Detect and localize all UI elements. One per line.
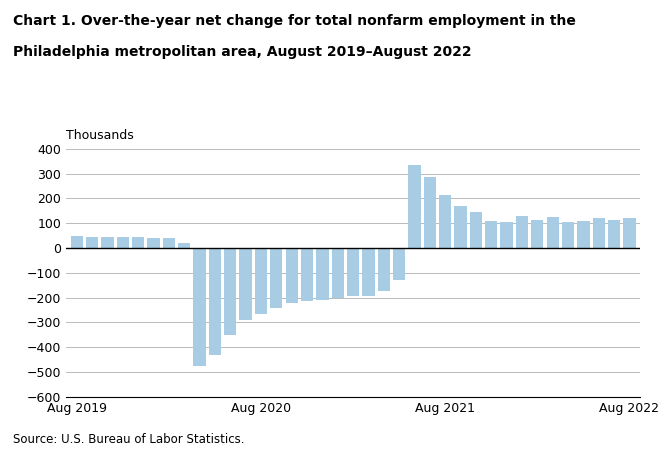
Bar — [623, 218, 636, 248]
Text: Philadelphia metropolitan area, August 2019–August 2022: Philadelphia metropolitan area, August 2… — [13, 45, 472, 59]
Bar — [516, 216, 528, 248]
Bar — [409, 165, 420, 248]
Bar — [163, 238, 175, 248]
Bar — [132, 237, 145, 248]
Bar — [424, 177, 436, 248]
Bar — [593, 218, 605, 248]
Bar — [531, 220, 543, 248]
Bar — [393, 248, 405, 280]
Bar — [378, 248, 390, 291]
Bar — [470, 212, 482, 248]
Bar — [86, 237, 98, 248]
Bar — [270, 248, 282, 308]
Bar — [286, 248, 298, 303]
Bar — [147, 238, 160, 248]
Bar — [193, 248, 206, 366]
Bar — [331, 248, 344, 298]
Bar — [255, 248, 267, 314]
Bar — [500, 222, 513, 248]
Bar — [546, 217, 559, 248]
Bar — [117, 237, 129, 248]
Bar — [347, 248, 359, 296]
Bar — [485, 221, 498, 248]
Bar — [316, 248, 329, 300]
Bar — [102, 237, 114, 248]
Bar — [562, 222, 574, 248]
Bar — [178, 244, 190, 248]
Text: Thousands: Thousands — [66, 129, 134, 142]
Bar — [301, 248, 314, 301]
Bar — [362, 248, 375, 296]
Bar — [209, 248, 221, 355]
Text: Source: U.S. Bureau of Labor Statistics.: Source: U.S. Bureau of Labor Statistics. — [13, 433, 245, 446]
Bar — [240, 248, 251, 320]
Bar — [71, 236, 83, 248]
Bar — [455, 206, 467, 248]
Text: Chart 1. Over-the-year net change for total nonfarm employment in the: Chart 1. Over-the-year net change for to… — [13, 14, 576, 28]
Bar — [439, 195, 451, 248]
Bar — [608, 220, 620, 248]
Bar — [578, 221, 589, 248]
Bar — [224, 248, 236, 335]
